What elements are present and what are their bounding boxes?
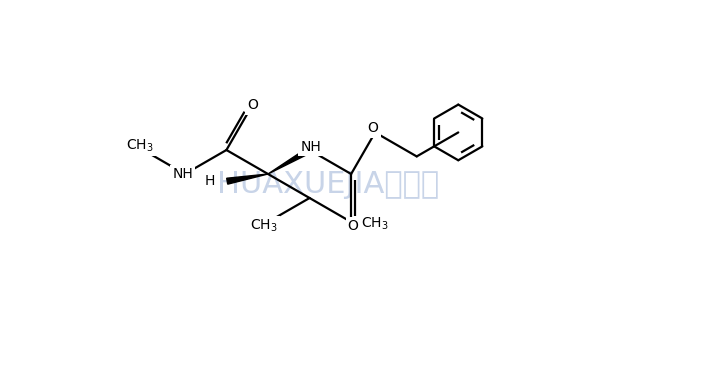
Text: NH: NH bbox=[173, 167, 193, 181]
Text: O: O bbox=[368, 121, 379, 135]
Text: NH: NH bbox=[300, 140, 321, 154]
Polygon shape bbox=[268, 147, 311, 174]
Text: O: O bbox=[247, 99, 258, 113]
Text: CH$_3$: CH$_3$ bbox=[126, 138, 154, 154]
Text: HUAXUEJIA化学派: HUAXUEJIA化学派 bbox=[217, 170, 439, 199]
Text: O: O bbox=[348, 219, 359, 233]
Text: H: H bbox=[205, 174, 215, 188]
Polygon shape bbox=[227, 174, 268, 184]
Text: CH$_3$: CH$_3$ bbox=[250, 218, 278, 234]
Text: CH$_3$: CH$_3$ bbox=[361, 216, 389, 232]
